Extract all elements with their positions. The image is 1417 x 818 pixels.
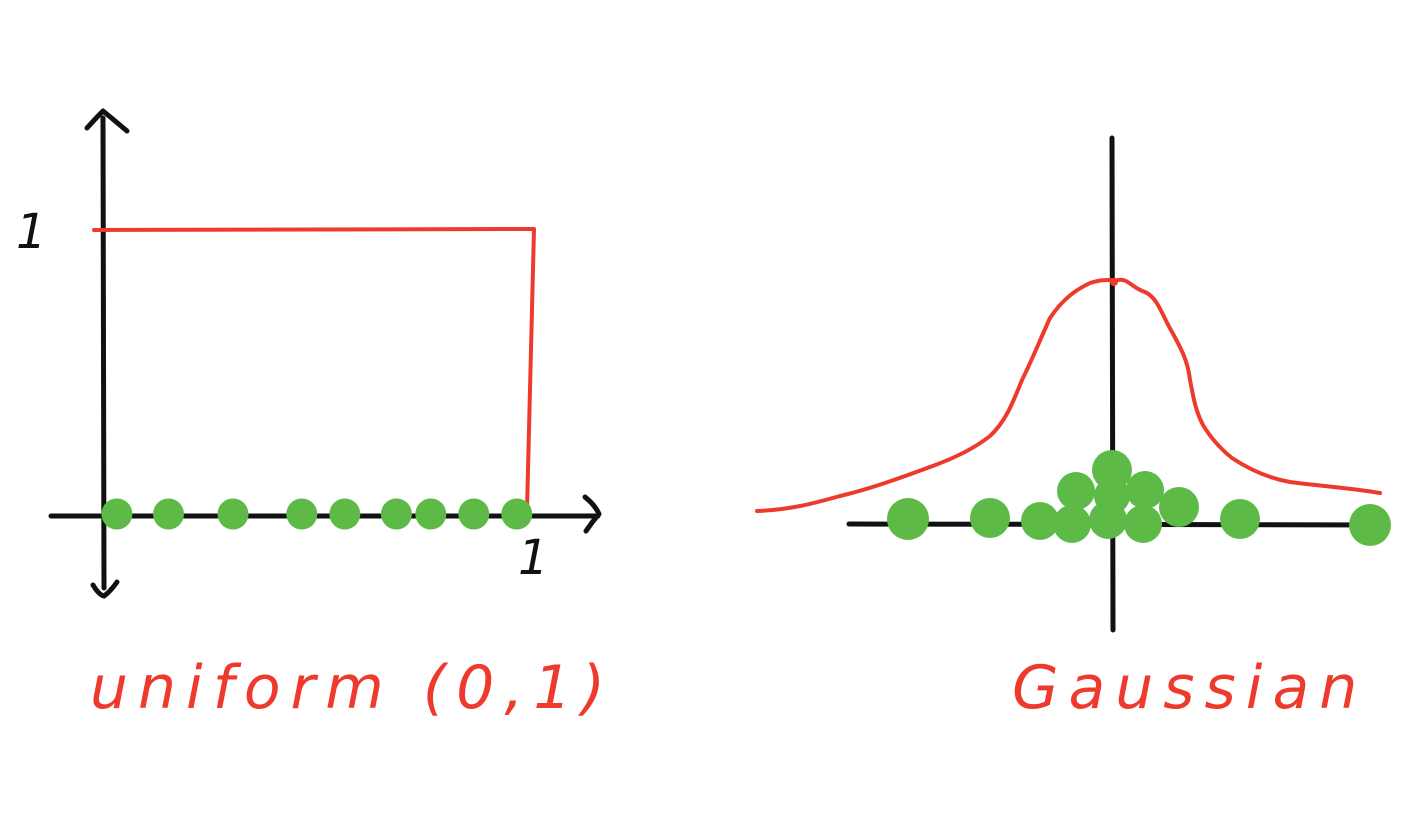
uniform-caption: uniform (0,1) xyxy=(90,653,615,723)
gaussian-sample-point xyxy=(1092,450,1132,490)
gaussian-sample-point xyxy=(970,498,1010,538)
uniform-y-tick-label: 1 xyxy=(16,204,47,260)
uniform-sample-point xyxy=(501,498,533,530)
gaussian-y-axis xyxy=(1109,135,1116,633)
uniform-sample-point xyxy=(415,498,447,530)
gaussian-sample-point xyxy=(887,498,929,540)
gaussian-panel: Gaussian xyxy=(755,135,1391,723)
gaussian-sample-point xyxy=(1126,471,1164,509)
gaussian-sample-point xyxy=(1021,502,1059,540)
uniform-sample-point xyxy=(329,498,361,530)
uniform-sample-point xyxy=(217,498,249,530)
uniform-density-line xyxy=(92,227,536,512)
gaussian-sample-point xyxy=(1220,499,1260,539)
gaussian-sample-point xyxy=(1124,505,1162,543)
uniform-x-tick-label: 1 xyxy=(518,530,549,586)
uniform-sample-point xyxy=(380,498,412,530)
uniform-sample-points xyxy=(101,498,533,530)
gaussian-peak-mark xyxy=(1110,278,1118,286)
gaussian-sample-point xyxy=(1159,487,1199,527)
gaussian-caption: Gaussian xyxy=(1012,653,1367,723)
gaussian-sample-point xyxy=(1094,478,1130,514)
gaussian-sample-point xyxy=(1053,505,1091,543)
uniform-sample-point xyxy=(153,498,184,530)
uniform-sample-point xyxy=(458,498,490,530)
uniform-y-axis-arrow-down xyxy=(90,579,120,599)
gaussian-sample-point xyxy=(1349,504,1391,546)
uniform-x-axis-arrow xyxy=(582,494,602,534)
gaussian-sample-point xyxy=(1057,472,1095,510)
uniform-sample-point xyxy=(101,498,133,530)
uniform-sample-point xyxy=(286,498,318,530)
uniform-y-axis-arrow-up xyxy=(84,108,130,134)
uniform-panel: 1 1 uniform (0,1) xyxy=(16,108,615,723)
gaussian-sample-points xyxy=(887,450,1391,546)
